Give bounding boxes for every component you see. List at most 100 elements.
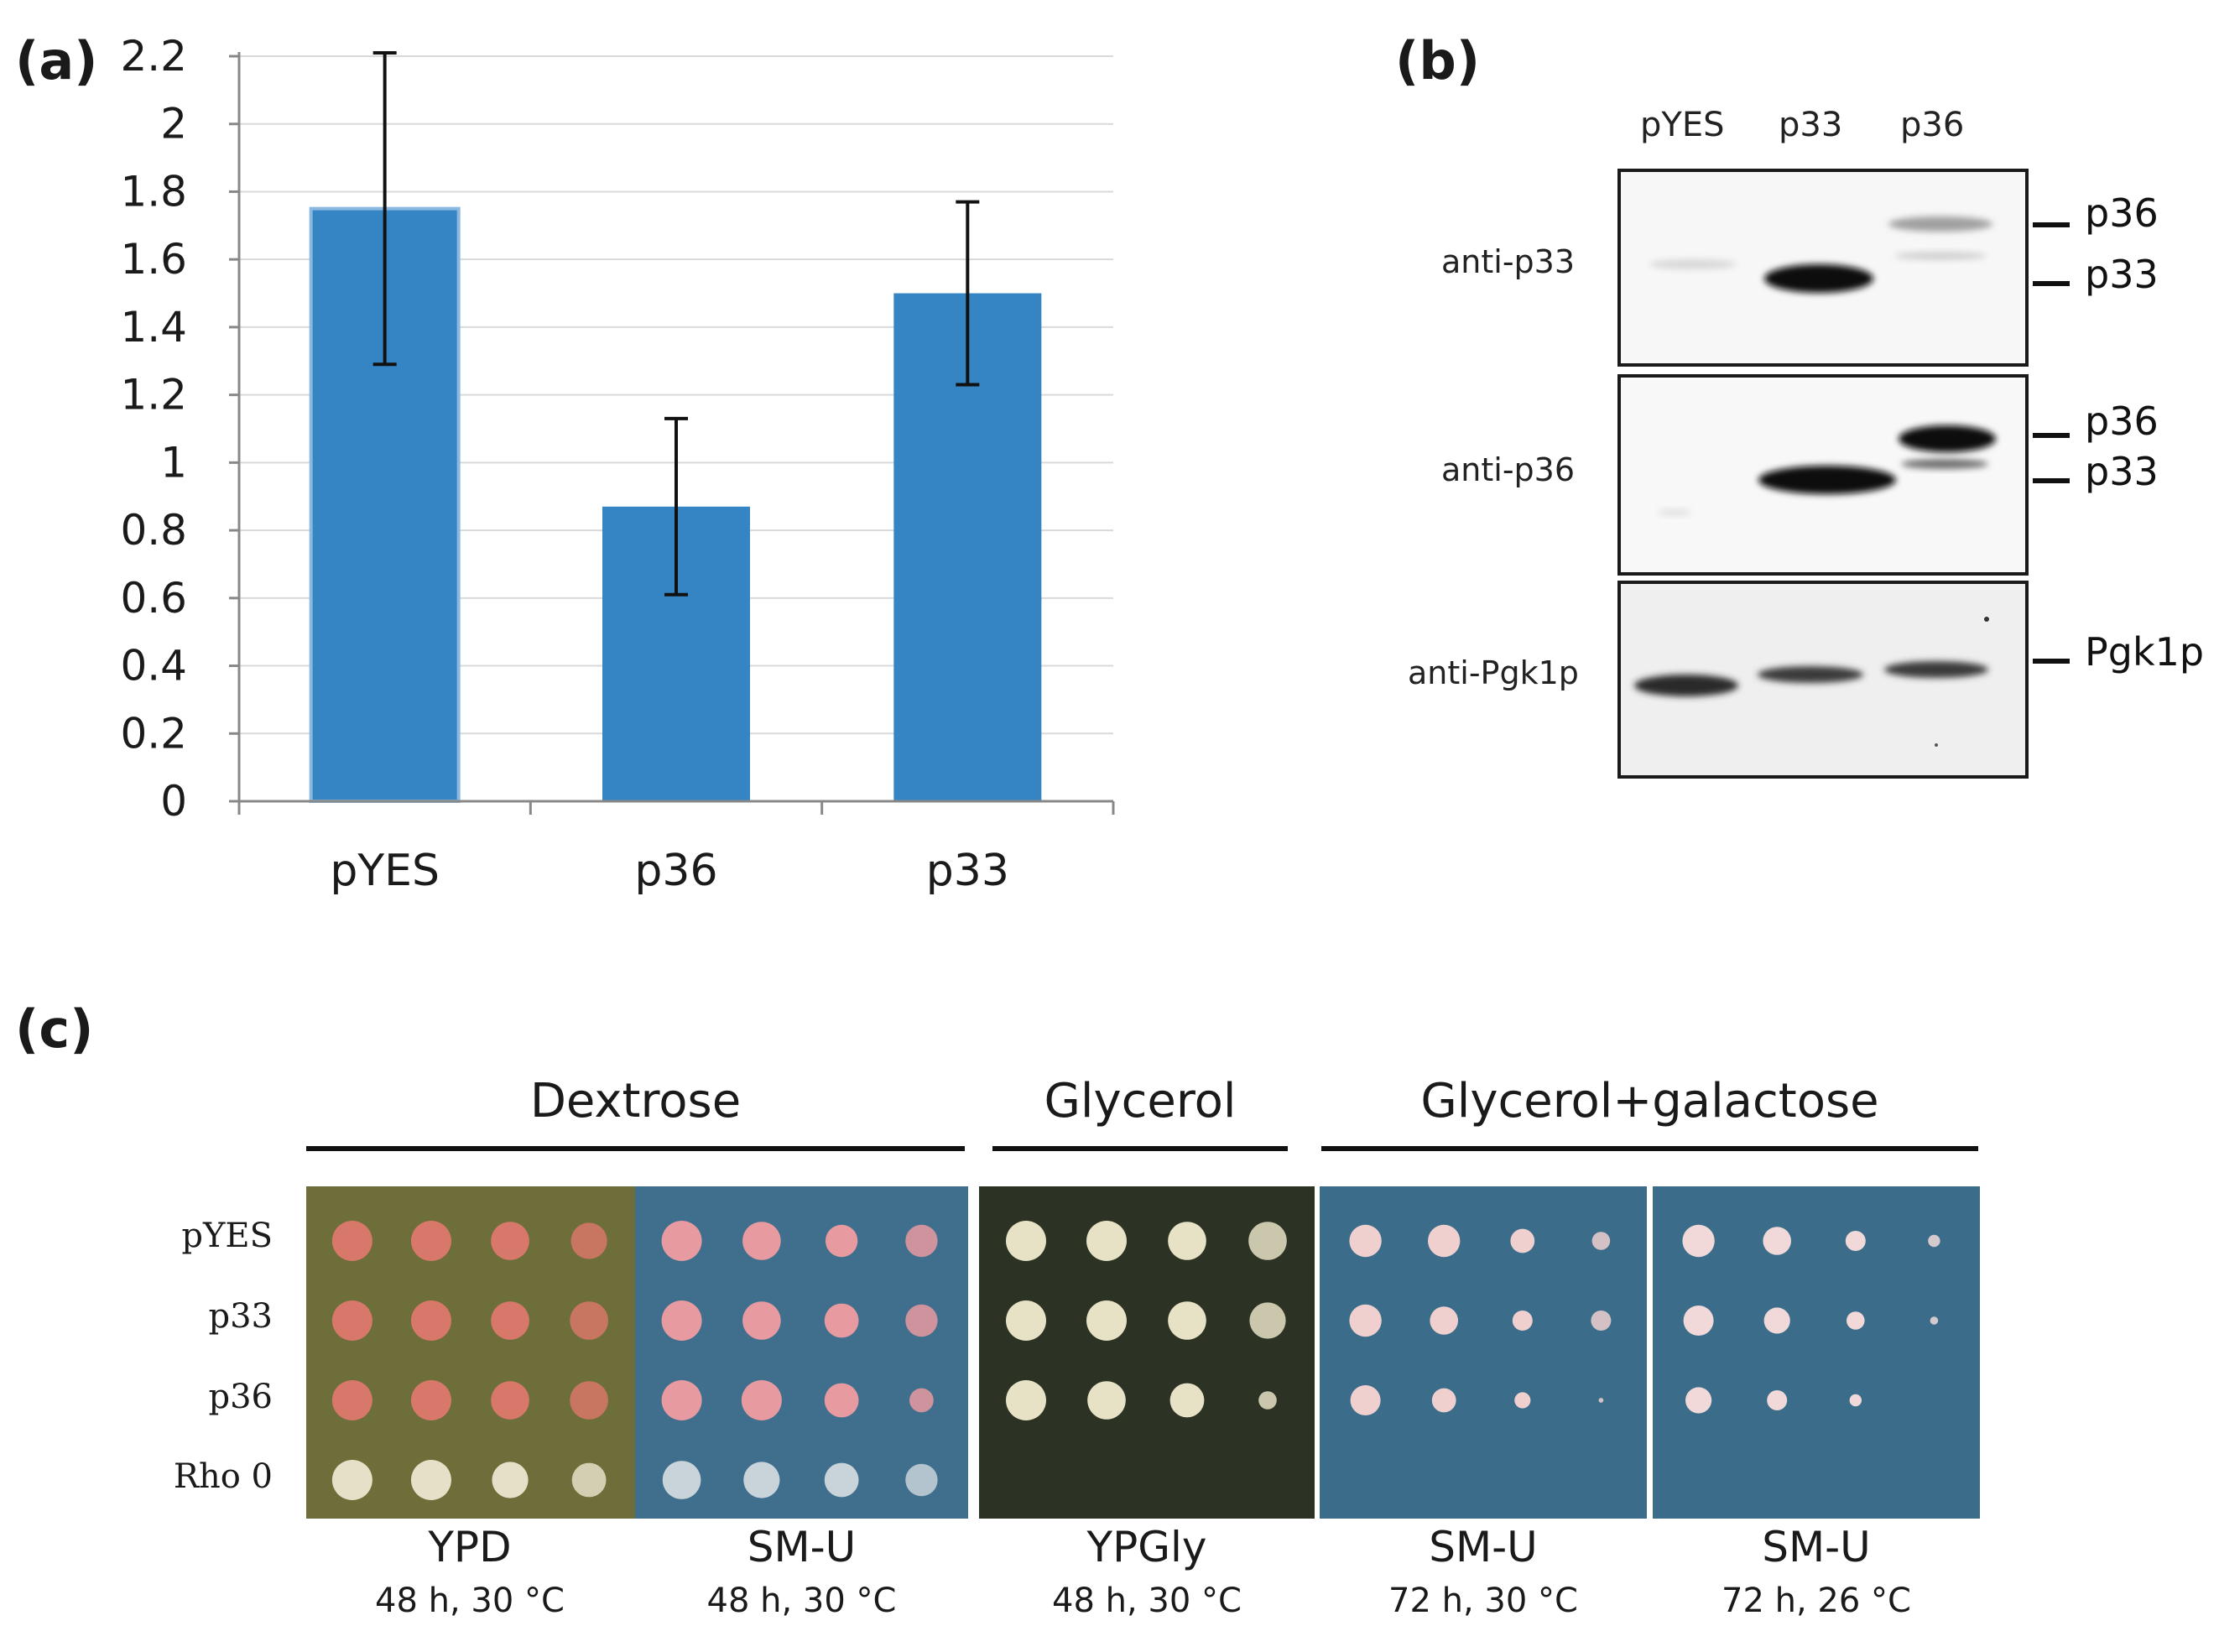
marker-tick (2033, 222, 2070, 227)
plate-condition-4: 72 h, 30 °C (1388, 1582, 1578, 1620)
plate-image (1320, 1186, 1647, 1519)
western-blot-anti-pgk1p (1617, 581, 2029, 779)
colony-spot (410, 1300, 451, 1341)
row-label-pyes: pYES (181, 1217, 273, 1255)
colony-spot (1087, 1381, 1126, 1420)
colony-spot (662, 1461, 701, 1499)
colony-spot (570, 1222, 607, 1259)
y-tick-label: 2 (160, 100, 187, 149)
antibody-label-anti-pgk1p: anti-Pgk1p (1408, 654, 1579, 691)
plate-medium-2: SM-U (747, 1523, 857, 1571)
western-blot-anti-p36 (1617, 374, 2029, 576)
lane-label-p33: p33 (1779, 106, 1843, 144)
colony-spot (825, 1224, 858, 1258)
colony-spot (331, 1300, 372, 1341)
colony-spot (1086, 1300, 1127, 1341)
plate-medium-1: YPD (428, 1523, 512, 1571)
x-tick-label: pYES (330, 846, 440, 896)
x-tick-label: p33 (926, 846, 1009, 896)
colony-spot (1685, 1387, 1712, 1414)
colony-spot (661, 1221, 702, 1261)
colony-spot (1683, 1305, 1714, 1336)
marker-label-p36: p36 (2085, 190, 2159, 236)
colony-spot (1598, 1398, 1604, 1403)
plate-image (1653, 1186, 1980, 1519)
colony-spot (331, 1460, 372, 1500)
group-label-glycerol: Glycerol (1044, 1074, 1237, 1128)
plate-image (979, 1186, 1315, 1519)
antibody-label-anti-p36: anti-p36 (1441, 451, 1576, 488)
colony-spot (1849, 1394, 1862, 1407)
group-underline (992, 1146, 1288, 1151)
colony-spot (905, 1463, 938, 1497)
plate-condition-5: 72 h, 26 °C (1722, 1582, 1911, 1620)
x-tick-label: p36 (634, 846, 717, 896)
y-tick-label: 1.4 (120, 303, 187, 352)
panel-label-b: (b) (1395, 30, 1481, 91)
colony-spot (1510, 1228, 1535, 1253)
colony-spot (1930, 1316, 1939, 1325)
marker-tick (2033, 659, 2070, 664)
lane-label-p36: p36 (1900, 106, 1965, 144)
colony-spot (1248, 1222, 1287, 1260)
row-label-p36: p36 (208, 1378, 273, 1416)
colony-spot (1350, 1385, 1381, 1415)
colony-spot (1763, 1227, 1791, 1255)
colony-spot (1006, 1300, 1046, 1341)
y-tick-label: 1.2 (120, 371, 187, 420)
row-label-p33: p33 (208, 1297, 273, 1336)
y-tick-label: 0.8 (120, 506, 187, 555)
colony-spot (410, 1380, 451, 1420)
western-blot-anti-p33 (1617, 169, 2029, 367)
colony-spot (570, 1301, 608, 1340)
bar-chart: 0 0.2 0.4 0.6 0.8 1 1.2 1.4 1.6 1.8 2 2.2 pYES p36 p3… (120, 32, 1115, 896)
colony-spot (1431, 1388, 1456, 1413)
y-tick-label: 1.6 (120, 235, 187, 284)
lane-label-pyes: pYES (1640, 106, 1725, 144)
colony-spot (905, 1304, 938, 1337)
y-tick-label: 1.8 (120, 167, 187, 216)
colony-spot (824, 1462, 859, 1498)
colony-spot (492, 1462, 529, 1498)
colony-spot (491, 1301, 529, 1340)
colony-spot (1349, 1224, 1382, 1258)
colony-spot (491, 1381, 529, 1420)
marker-label-pgk1p: Pgk1p (2085, 629, 2205, 675)
colony-spot (1168, 1222, 1206, 1260)
marker-tick (2033, 433, 2070, 438)
marker-label-p36: p36 (2085, 399, 2159, 444)
chart-x-tick-labels: pYES p36 p33 (330, 846, 1009, 896)
antibody-label-anti-p33: anti-p33 (1441, 243, 1576, 280)
y-tick-label: 0.4 (120, 642, 187, 691)
panel-label-c: (c) (15, 998, 94, 1060)
plate-image (635, 1186, 968, 1519)
chart-bars (309, 206, 1042, 804)
y-tick-label: 0.2 (120, 709, 187, 758)
y-tick-label: 0.6 (120, 574, 187, 623)
chart-axes (229, 52, 1115, 815)
group-underline (306, 1146, 965, 1151)
colony-spot (824, 1383, 859, 1418)
colony-spot (331, 1221, 372, 1261)
colony-spot (1258, 1391, 1277, 1410)
group-underline (1321, 1146, 1978, 1151)
marker-label-p33: p33 (2085, 449, 2159, 494)
colony-spot (905, 1224, 938, 1258)
colony-spot (1086, 1221, 1127, 1261)
colony-spot (661, 1300, 702, 1341)
y-tick-label: 2.2 (120, 32, 187, 81)
colony-spot (742, 1222, 781, 1260)
colony-spot (1006, 1380, 1046, 1420)
plate-medium-4: SM-U (1429, 1523, 1538, 1571)
colony-spot (1845, 1231, 1866, 1251)
colony-spot (661, 1380, 702, 1420)
colony-spot (491, 1222, 529, 1260)
colony-spot (741, 1380, 782, 1420)
colony-spot (410, 1221, 451, 1261)
group-label-dextrose: Dextrose (529, 1074, 742, 1128)
group-label-glycerol-galactose: Glycerol+galactose (1420, 1074, 1879, 1128)
y-tick-label: 1 (160, 438, 187, 487)
colony-spot (1514, 1392, 1531, 1409)
colony-spot (1591, 1232, 1611, 1250)
plate-medium-5: SM-U (1762, 1523, 1871, 1571)
